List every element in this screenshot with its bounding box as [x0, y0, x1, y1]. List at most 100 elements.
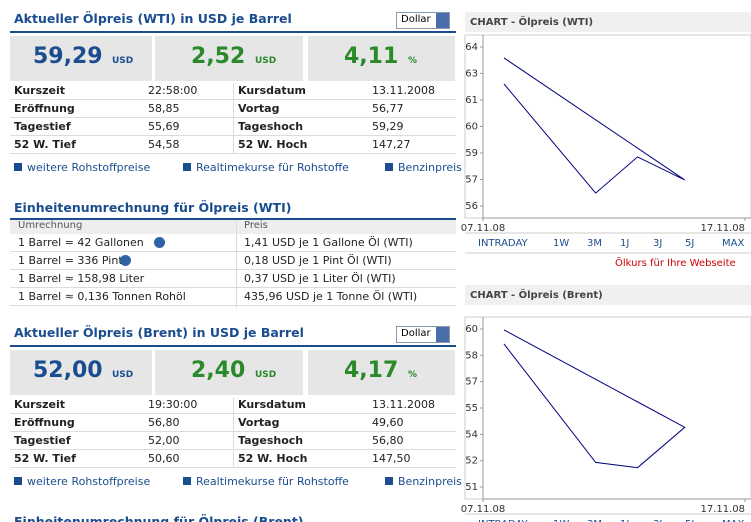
- price-value: 4,17: [344, 358, 399, 383]
- y-tick-label: 52: [465, 456, 478, 467]
- divider: [10, 31, 456, 33]
- conversion-cell: 0,18 USD je 1 Pint Öl (WTI): [244, 254, 392, 267]
- chart-tab[interactable]: 3M: [587, 238, 602, 249]
- divider: [10, 220, 456, 234]
- chart-tab[interactable]: INTRADAY: [478, 238, 529, 249]
- detail-cell: 52 W. Tief: [14, 138, 76, 151]
- section-title: Aktueller Ölpreis (Brent) in USD je Barr…: [14, 325, 304, 340]
- chart-tab[interactable]: 3M: [587, 519, 602, 522]
- chart-tab[interactable]: MAX: [722, 519, 744, 522]
- price-unit: USD: [112, 370, 134, 380]
- chart-column: CHART - Ölpreis (WTI) 64 63 61 60 59 57 56 07.11…: [461, 12, 751, 522]
- divider: [10, 218, 456, 220]
- detail-cell: Tagestief: [14, 120, 71, 133]
- y-tick-label: 59: [465, 148, 478, 159]
- y-tick-label: 57: [465, 377, 478, 388]
- divider: [10, 153, 456, 154]
- y-tick-label: 61: [465, 95, 478, 106]
- table-header: Preis: [244, 220, 268, 231]
- divider: [10, 305, 456, 306]
- link[interactable]: weitere Rohstoffpreise: [14, 161, 150, 174]
- detail-cell: Eröffnung: [14, 102, 75, 115]
- price-value: 2,40: [191, 358, 246, 383]
- x-tick-label: 07.11.08: [461, 223, 506, 234]
- chart-tab[interactable]: 5J: [685, 519, 694, 522]
- divider: [10, 269, 456, 270]
- conversion-title: Einheitenumrechnung für Ölpreis (Brent): [14, 514, 304, 522]
- detail-cell: 22:58:00: [148, 84, 198, 97]
- price-value: 4,11: [344, 44, 399, 69]
- price-unit: %: [408, 56, 418, 66]
- detail-cell: 19:30:00: [148, 398, 198, 411]
- detail-cell: 59,29: [372, 120, 404, 133]
- price-value: 59,29: [33, 44, 103, 69]
- panel-header: [465, 285, 751, 305]
- y-tick-label: 60: [465, 324, 478, 335]
- price-box: [10, 36, 152, 81]
- price-box: [155, 36, 303, 81]
- detail-cell: Tageshoch: [238, 120, 304, 133]
- divider: [10, 345, 456, 347]
- link[interactable]: Realtimekurse für Rohstoffe: [183, 475, 349, 488]
- y-tick-label: 55: [465, 403, 478, 414]
- x-tick-label: 07.11.08: [461, 504, 506, 515]
- link[interactable]: Benzinpreis: [385, 161, 462, 174]
- help-icon: [154, 237, 165, 248]
- divider: [233, 397, 234, 467]
- detail-cell: 58,85: [148, 102, 180, 115]
- chart-tab[interactable]: 1J: [620, 519, 629, 522]
- conversion-cell: 1,41 USD je 1 Gallone Öl (WTI): [244, 236, 413, 249]
- y-tick-label: 64: [465, 42, 478, 53]
- chart-tab[interactable]: 3J: [653, 519, 662, 522]
- detail-cell: Kurszeit: [14, 84, 66, 97]
- detail-cell: 56,80: [372, 434, 404, 447]
- divider: [10, 287, 456, 288]
- chart-tab[interactable]: MAX: [722, 238, 744, 249]
- chart-tab[interactable]: 1W: [553, 519, 569, 522]
- price-unit: USD: [255, 370, 277, 380]
- price-unit: %: [408, 370, 418, 380]
- price-unit: USD: [112, 56, 134, 66]
- detail-cell: 52 W. Hoch: [238, 452, 308, 465]
- plot-area: [464, 316, 751, 500]
- chart-tab[interactable]: 1J: [620, 238, 629, 249]
- y-tick-label: 60: [465, 122, 478, 133]
- price-value: 52,00: [33, 358, 103, 383]
- detail-cell: 49,60: [372, 416, 404, 429]
- conversion-cell: 1 Barrel ≈ 158,98 Liter: [18, 272, 145, 285]
- chart-tab[interactable]: INTRADAY: [478, 519, 529, 522]
- chart-tab[interactable]: 3J: [653, 238, 662, 249]
- help-icon: [120, 255, 131, 266]
- detail-cell: 52 W. Hoch: [238, 138, 308, 151]
- section-title: Aktueller Ölpreis (WTI) in USD je Barrel: [14, 11, 292, 26]
- conversion-cell: 1 Barrel = 336 Pint: [18, 254, 123, 267]
- conversion-cell: 0,37 USD je 1 Liter Öl (WTI): [244, 272, 396, 285]
- price-unit: USD: [255, 56, 277, 66]
- chart-tab[interactable]: 5J: [685, 238, 694, 249]
- price-line: [503, 57, 686, 194]
- link[interactable]: weitere Rohstoffpreise: [14, 475, 150, 488]
- detail-cell: 147,27: [372, 138, 411, 151]
- detail-cell: 147,50: [372, 452, 411, 465]
- link[interactable]: Benzinpreis: [385, 475, 462, 488]
- widget-link[interactable]: Ölkurs für Ihre Webseite: [615, 256, 736, 269]
- detail-cell: Vortag: [238, 102, 280, 115]
- link[interactable]: Realtimekurse für Rohstoffe: [183, 161, 349, 174]
- chart-tab[interactable]: 1W: [553, 238, 569, 249]
- conversion-cell: 1 Barrel ≈ 0,136 Tonnen Rohöl: [18, 290, 186, 303]
- currency-select[interactable]: Dollar: [396, 326, 450, 343]
- detail-cell: Kursdatum: [238, 398, 306, 411]
- price-box: [308, 350, 455, 395]
- currency-select[interactable]: Dollar: [396, 12, 450, 29]
- x-tick-label: 17.11.08: [700, 223, 745, 234]
- detail-cell: Kursdatum: [238, 84, 306, 97]
- y-tick-label: 51: [465, 482, 478, 493]
- detail-cell: 55,69: [148, 120, 180, 133]
- detail-cell: 56,80: [148, 416, 180, 429]
- detail-cell: 13.11.2008: [372, 398, 435, 411]
- y-tick-label: 57: [465, 175, 478, 186]
- y-tick-label: 58: [465, 350, 478, 361]
- y-tick-label: 54: [465, 429, 478, 440]
- detail-cell: Tageshoch: [238, 434, 304, 447]
- price-box: [10, 350, 152, 395]
